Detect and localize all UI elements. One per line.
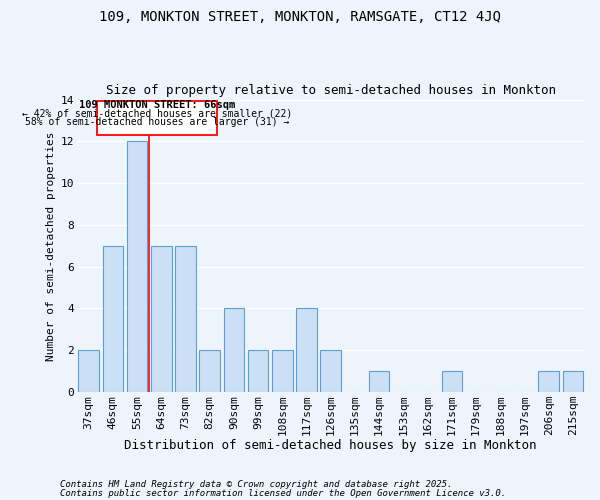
Text: 109 MONKTON STREET: 66sqm: 109 MONKTON STREET: 66sqm (79, 100, 235, 110)
Bar (369, 371, 389, 392)
Y-axis label: Number of semi-detached properties: Number of semi-detached properties (46, 131, 56, 360)
Bar (563, 371, 583, 392)
Bar (296, 308, 317, 392)
Text: Contains public sector information licensed under the Open Government Licence v3: Contains public sector information licen… (60, 488, 506, 498)
Bar (224, 308, 244, 392)
Bar (320, 350, 341, 392)
Bar (199, 350, 220, 392)
Bar (151, 246, 172, 392)
X-axis label: Distribution of semi-detached houses by size in Monkton: Distribution of semi-detached houses by … (124, 440, 537, 452)
Title: Size of property relative to semi-detached houses in Monkton: Size of property relative to semi-detach… (106, 84, 556, 97)
Text: 109, MONKTON STREET, MONKTON, RAMSGATE, CT12 4JQ: 109, MONKTON STREET, MONKTON, RAMSGATE, … (99, 10, 501, 24)
Bar (103, 246, 123, 392)
Bar (127, 142, 148, 392)
Bar (79, 350, 99, 392)
Bar (175, 246, 196, 392)
Bar (272, 350, 293, 392)
Text: 58% of semi-detached houses are larger (31) →: 58% of semi-detached houses are larger (… (25, 118, 289, 128)
Text: Contains HM Land Registry data © Crown copyright and database right 2025.: Contains HM Land Registry data © Crown c… (60, 480, 452, 489)
Text: ← 42% of semi-detached houses are smaller (22): ← 42% of semi-detached houses are smalle… (22, 108, 292, 118)
Bar (248, 350, 268, 392)
Bar (442, 371, 462, 392)
Bar (538, 371, 559, 392)
FancyBboxPatch shape (97, 100, 217, 135)
